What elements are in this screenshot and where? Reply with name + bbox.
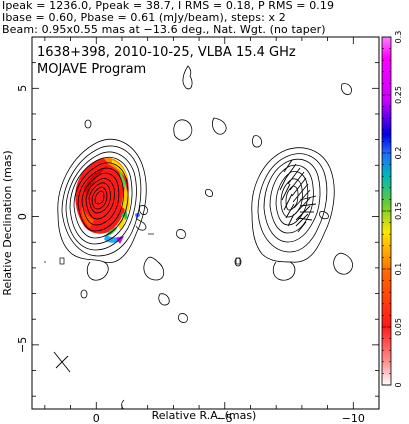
noise-box [59, 257, 65, 265]
x-tick-label: −5 [217, 412, 233, 424]
plot-subtitle: MOJAVE Program [37, 62, 146, 77]
colorbar-tick-label: 0.15 [394, 202, 403, 220]
y-axis-label: Relative Declination (mas) [1, 150, 14, 295]
x-tick-label: −10 [342, 412, 365, 424]
y-tick-label: −5 [16, 337, 29, 353]
colorbar-tick-label: 0 [394, 382, 403, 387]
colorbar-tick-label: 0.1 [394, 263, 403, 276]
beam-marker [53, 351, 71, 373]
noise-box [235, 257, 241, 265]
x-tick-label: 0 [93, 412, 100, 424]
left-intensity-contours [57, 138, 148, 281]
colorbar-tick-label: 0.3 [394, 31, 403, 44]
header-line-3: Beam: 0.95x0.55 mas at −13.6 deg., Nat. … [2, 23, 326, 36]
colorbar-ticks [382, 36, 391, 386]
fractional-polarization-color [75, 157, 140, 244]
colorbar-tick-label: 0.05 [394, 318, 403, 336]
axis-ticks [32, 36, 380, 409]
y-tick-labels: 5 0 −5 [16, 85, 29, 353]
header-line-1: Ipeak = 1236.0, Ppeak = 38.7, I RMS = 0.… [2, 0, 335, 12]
evpa-ticks [279, 159, 317, 233]
colorbar-tick-labels: 0 0.05 0.1 0.15 0.2 0.25 0.3 [394, 31, 403, 388]
plot-frame [31, 36, 380, 410]
x-tick-labels: 0 −5 −10 [93, 412, 365, 424]
y-tick-label: 5 [16, 85, 29, 92]
colorbar-tick-label: 0.25 [394, 86, 403, 104]
colorbar-tick-label: 0.2 [394, 147, 403, 160]
left-noise-contours [80, 65, 353, 409]
x-axis-label: Relative R.A. (mas) [152, 409, 257, 422]
y-tick-label: 0 [16, 213, 29, 220]
header-line-2: Ibase = 0.60, Pbase = 0.61 (mJy/beam), s… [2, 11, 286, 24]
plot-title: 1638+398, 2010-10-25, VLBA 15.4 GHz [37, 45, 296, 60]
